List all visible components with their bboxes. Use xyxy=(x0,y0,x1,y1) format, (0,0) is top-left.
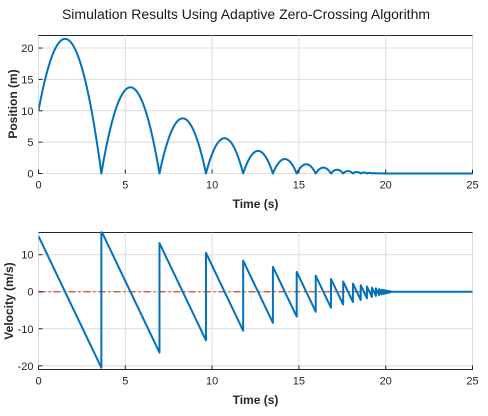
velocity-plot-area xyxy=(38,232,473,370)
velocity-ytick-label: 0 xyxy=(27,287,33,299)
velocity-xtick-label: 25 xyxy=(466,376,478,388)
position-series-line xyxy=(38,37,473,175)
position-x-label: Time (s) xyxy=(233,197,279,211)
velocity-y-label: Velocity (m/s) xyxy=(2,262,16,339)
position-ytick-label: 20 xyxy=(21,43,33,55)
position-ytick-label: 5 xyxy=(27,137,33,149)
velocity-axes: 0 5 10 15 20 25 -20 -10 0 10 Time (s) Velocity (m… xyxy=(2,231,479,407)
position-ytick-label: 0 xyxy=(27,169,33,181)
velocity-xtick-label: 0 xyxy=(35,376,41,388)
velocity-series-line xyxy=(38,231,473,369)
position-xtick-label: 10 xyxy=(206,180,218,192)
position-y-label: Position (m) xyxy=(6,69,20,138)
velocity-xtick-label: 20 xyxy=(380,376,392,388)
figure-title: Simulation Results Using Adaptive Zero-C… xyxy=(62,6,430,22)
position-xtick-label: 20 xyxy=(380,180,392,192)
position-plot-area xyxy=(38,35,473,174)
position-ticks: 0 5 10 15 20 25 0 5 10 15 20 xyxy=(21,43,478,191)
velocity-x-label: Time (s) xyxy=(233,393,279,407)
position-xtick-label: 25 xyxy=(466,180,478,192)
position-grid xyxy=(38,35,473,174)
velocity-ytick-label: -10 xyxy=(18,324,34,336)
position-xtick-label: 15 xyxy=(293,180,305,192)
velocity-xtick-label: 5 xyxy=(122,376,128,388)
position-xtick-label: 0 xyxy=(35,180,41,192)
position-ytick-label: 10 xyxy=(21,106,33,118)
velocity-ytick-label: 10 xyxy=(21,250,33,262)
velocity-ytick-label: -20 xyxy=(18,361,34,373)
position-plot xyxy=(38,37,473,175)
position-ytick-label: 15 xyxy=(21,74,33,86)
velocity-plot xyxy=(38,231,473,369)
position-xtick-label: 5 xyxy=(122,180,128,192)
velocity-xtick-label: 10 xyxy=(206,376,218,388)
velocity-xtick-label: 15 xyxy=(293,376,305,388)
position-axes: 0 5 10 15 20 25 0 5 10 15 20 Time (s) Position (m) xyxy=(6,35,479,211)
velocity-ticks: 0 5 10 15 20 25 -20 -10 0 10 xyxy=(18,250,479,388)
